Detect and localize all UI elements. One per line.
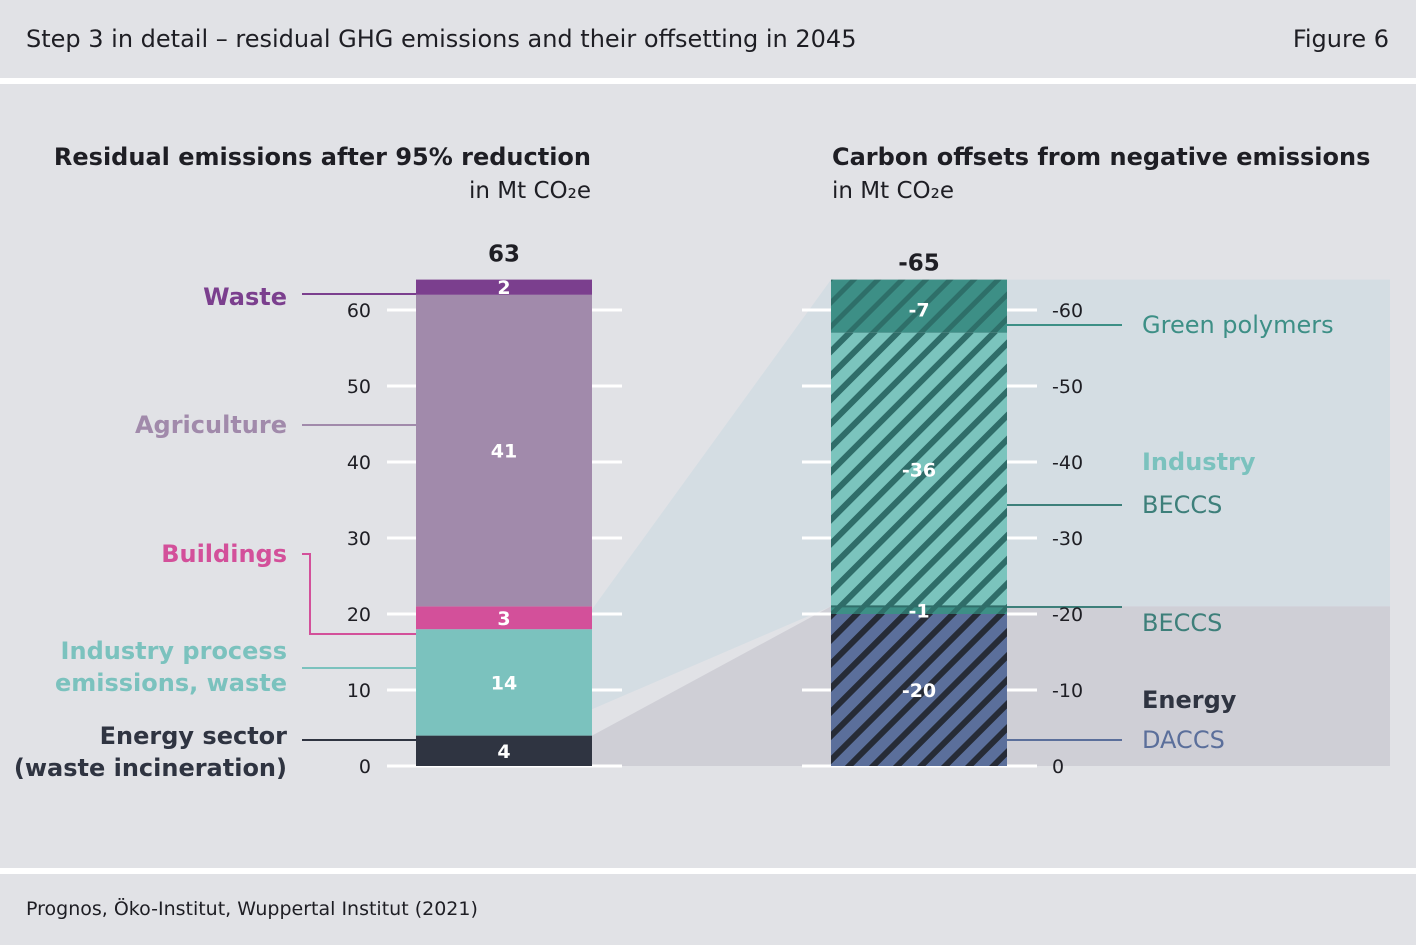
chart-text: 0 10 20 30 40 50 60 0 -10 -20 -30 -40 -50 -60 4 14 3 41 2 6… bbox=[14, 143, 1371, 782]
right-total-label: -65 bbox=[898, 251, 940, 277]
left-segment-label: 4 bbox=[497, 741, 510, 763]
footer-divider bbox=[0, 868, 1416, 874]
right-axis-tick-label: -50 bbox=[1052, 376, 1083, 398]
left-bar-segment-energy_sector bbox=[416, 735, 592, 766]
left-chart-title: Residual emissions after 95% reduction bbox=[54, 143, 591, 171]
right-bar-segment-energy_beccs bbox=[831, 606, 1007, 614]
left-category-label: emissions, waste bbox=[55, 669, 287, 697]
left-bar-segment-industry_process bbox=[416, 629, 592, 736]
right-segment-label: -7 bbox=[908, 300, 929, 322]
left-axis-tick-label: 40 bbox=[347, 452, 371, 474]
bars bbox=[416, 279, 1007, 766]
right-category-label: Green polymers bbox=[1142, 311, 1334, 339]
left-axis-tick-label: 60 bbox=[347, 300, 371, 322]
right-group-label: Energy bbox=[1142, 686, 1237, 714]
right-category-label: BECCS bbox=[1142, 491, 1222, 519]
left-category-label: Industry process bbox=[61, 637, 287, 665]
right-segment-label: -20 bbox=[902, 680, 936, 702]
left-axis-tick-label: 0 bbox=[359, 756, 371, 778]
figure-number: Figure 6 bbox=[1292, 25, 1389, 53]
left-total-label: 63 bbox=[488, 242, 520, 268]
right-bar-segment-green_polymers bbox=[831, 279, 1007, 333]
right-chart-title: Carbon offsets from negative emissions bbox=[832, 143, 1370, 171]
left-segment-label: 41 bbox=[491, 441, 517, 463]
right-axis-tick-label: -60 bbox=[1052, 300, 1083, 322]
header-bar: Step 3 in detail – residual GHG emission… bbox=[0, 0, 1416, 78]
left-chart-unit: in Mt CO₂e bbox=[469, 178, 591, 204]
right-axis-tick-label: 0 bbox=[1052, 756, 1064, 778]
right-bar-segment-daccs bbox=[831, 614, 1007, 766]
left-bar-segment-buildings bbox=[416, 606, 592, 630]
left-leader-line bbox=[302, 553, 416, 635]
left-category-label: Agriculture bbox=[135, 411, 287, 439]
right-category-label: BECCS bbox=[1142, 609, 1222, 637]
right-axis-tick-label: -30 bbox=[1052, 528, 1083, 550]
left-category-label: (waste incineration) bbox=[14, 754, 287, 782]
left-segment-label: 3 bbox=[497, 608, 510, 630]
left-axis-tick-label: 10 bbox=[347, 680, 371, 702]
right-category-label: DACCS bbox=[1142, 726, 1225, 754]
header-divider bbox=[0, 78, 1416, 84]
source-note: Prognos, Öko-Institut, Wuppertal Institu… bbox=[26, 898, 478, 920]
left-category-label: Waste bbox=[203, 283, 287, 311]
right-chart-unit: in Mt CO₂e bbox=[832, 178, 954, 204]
left-bar-segment-waste bbox=[416, 279, 592, 295]
right-segment-label: -36 bbox=[902, 460, 936, 482]
right-bar-segment-industry_beccs bbox=[831, 332, 1007, 607]
left-category-label: Buildings bbox=[161, 540, 287, 568]
left-axis-tick-label: 50 bbox=[347, 376, 371, 398]
left-category-label: Energy sector bbox=[100, 722, 288, 750]
left-axis-tick-label: 30 bbox=[347, 528, 371, 550]
left-axis-tick-label: 20 bbox=[347, 604, 371, 626]
emissions-chart: 0 10 20 30 40 50 60 0 -10 -20 -30 -40 -50 -60 4 14 3 41 2 6… bbox=[14, 143, 1390, 782]
left-segment-label: 14 bbox=[491, 672, 517, 694]
right-axis-tick-label: -10 bbox=[1052, 680, 1083, 702]
left-segment-label: 2 bbox=[497, 277, 510, 299]
right-axis-tick-label: -20 bbox=[1052, 604, 1083, 626]
right-axis-tick-label: -40 bbox=[1052, 452, 1083, 474]
right-segment-label: -1 bbox=[908, 600, 929, 622]
right-group-label: Industry bbox=[1142, 448, 1256, 476]
left-bar-segment-agriculture bbox=[416, 294, 592, 607]
figure-title: Step 3 in detail – residual GHG emission… bbox=[26, 25, 857, 53]
